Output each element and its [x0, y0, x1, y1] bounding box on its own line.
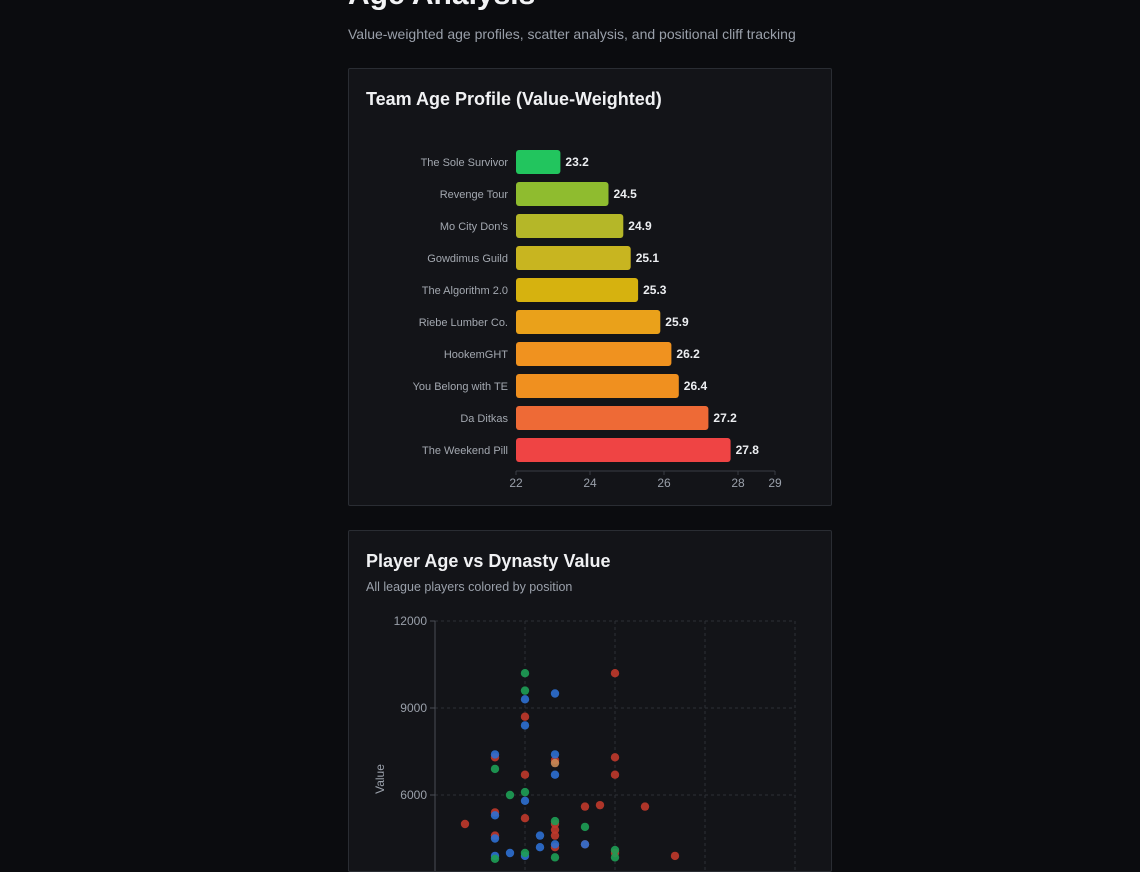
- bar-category-label: The Weekend Pill: [422, 445, 508, 457]
- bar-category-label: Revenge Tour: [440, 189, 509, 201]
- x-tick-label: 22: [509, 476, 523, 490]
- scatter-point[interactable]: [580, 822, 590, 832]
- bar[interactable]: [516, 214, 624, 238]
- scatter-point[interactable]: [520, 848, 530, 858]
- scatter-point[interactable]: [505, 790, 515, 800]
- bar-category-label: Gowdimus Guild: [427, 253, 508, 265]
- page-subtitle: Value-weighted age profiles, scatter ana…: [348, 26, 796, 42]
- scatter-point[interactable]: [490, 750, 500, 759]
- scatter-point[interactable]: [550, 853, 560, 862]
- scatter-point[interactable]: [520, 669, 530, 678]
- bar-value-label: 26.4: [684, 379, 708, 393]
- bar-category-label: The Sole Survivor: [421, 157, 509, 169]
- bar-category-label: HookemGHT: [444, 349, 508, 361]
- scatter-point[interactable]: [670, 851, 680, 861]
- age-profile-bar-chart: The Sole Survivor 23.2 Revenge Tour 24.5 Mo …: [413, 150, 782, 490]
- scatter-title: Player Age vs Dynasty Value: [366, 551, 611, 571]
- scatter-point[interactable]: [610, 770, 620, 779]
- x-tick-label: 24: [583, 476, 597, 490]
- y-axis-label: Value: [373, 764, 387, 794]
- scatter-point[interactable]: [490, 811, 500, 820]
- y-tick-label: 12000: [394, 614, 428, 628]
- age-profile-title: Team Age Profile (Value-Weighted): [366, 89, 662, 109]
- scatter-point[interactable]: [520, 770, 530, 779]
- y-tick-label: 9000: [400, 701, 427, 715]
- scatter-point[interactable]: [610, 845, 620, 855]
- bar-value-label: 23.2: [565, 155, 589, 169]
- scatter-point[interactable]: [520, 721, 530, 730]
- scatter-point[interactable]: [490, 834, 500, 843]
- scatter-point[interactable]: [535, 831, 545, 840]
- scatter-point[interactable]: [490, 764, 500, 774]
- scatter-point[interactable]: [610, 669, 620, 678]
- bar[interactable]: [516, 278, 639, 302]
- scatter-point[interactable]: [550, 825, 560, 834]
- bar-value-label: 25.9: [665, 315, 689, 329]
- scatter-point[interactable]: [505, 848, 515, 858]
- scatter-point[interactable]: [550, 831, 560, 840]
- scatter-point[interactable]: [520, 814, 530, 823]
- bar-value-label: 26.2: [676, 347, 700, 361]
- bar[interactable]: [516, 406, 709, 430]
- bar-value-label: 24.9: [628, 219, 652, 233]
- bar-category-label: The Algorithm 2.0: [422, 285, 508, 297]
- scatter-point[interactable]: [460, 819, 470, 829]
- bar-category-label: Da Ditkas: [460, 413, 508, 425]
- x-tick-label: 26: [657, 476, 671, 490]
- scatter-point[interactable]: [550, 689, 560, 698]
- scatter-point[interactable]: [520, 796, 530, 805]
- scatter-point[interactable]: [520, 686, 530, 695]
- bar[interactable]: [516, 438, 731, 462]
- bar[interactable]: [516, 246, 631, 270]
- scatter-point[interactable]: [550, 840, 560, 849]
- page-title: Age Analysis: [348, 0, 535, 12]
- bar[interactable]: [516, 182, 609, 206]
- bar-value-label: 27.2: [713, 411, 737, 425]
- bar-value-label: 27.8: [736, 443, 760, 457]
- scatter-point[interactable]: [520, 695, 530, 704]
- scatter-card: Player Age vs Dynasty Value All league p…: [348, 530, 832, 872]
- scatter-point[interactable]: [595, 800, 605, 810]
- scatter-point[interactable]: [580, 840, 590, 849]
- bar-category-label: Riebe Lumber Co.: [419, 317, 508, 329]
- bar-value-label: 24.5: [614, 187, 638, 201]
- scatter-point[interactable]: [640, 802, 650, 811]
- scatter-point[interactable]: [550, 770, 560, 779]
- x-tick-label: 29: [768, 476, 782, 490]
- bar-value-label: 25.3: [643, 283, 667, 297]
- bar[interactable]: [516, 342, 672, 366]
- bar-category-label: You Belong with TE: [413, 381, 508, 393]
- scatter-point[interactable]: [535, 843, 545, 852]
- bar-category-label: Mo City Don's: [440, 221, 509, 233]
- scatter-point[interactable]: [580, 802, 590, 811]
- bar-value-label: 25.1: [636, 251, 660, 265]
- x-tick-label: 28: [731, 476, 745, 490]
- age-profile-card: Team Age Profile (Value-Weighted) The So…: [348, 68, 832, 506]
- scatter-point[interactable]: [520, 787, 530, 797]
- scatter-point[interactable]: [520, 712, 530, 721]
- y-tick-label: 6000: [400, 788, 427, 802]
- scatter-subtitle: All league players colored by position: [366, 580, 573, 594]
- scatter-point[interactable]: [550, 758, 560, 768]
- bar[interactable]: [516, 310, 661, 334]
- scatter-point[interactable]: [550, 750, 560, 759]
- bar[interactable]: [516, 150, 561, 174]
- scatter-point[interactable]: [490, 854, 500, 863]
- scatter-point[interactable]: [550, 816, 560, 826]
- scatter-point[interactable]: [610, 853, 620, 862]
- age-value-scatter-chart: 6000 9000 12000 Value: [373, 614, 796, 871]
- bar[interactable]: [516, 374, 679, 398]
- scatter-point[interactable]: [610, 753, 620, 762]
